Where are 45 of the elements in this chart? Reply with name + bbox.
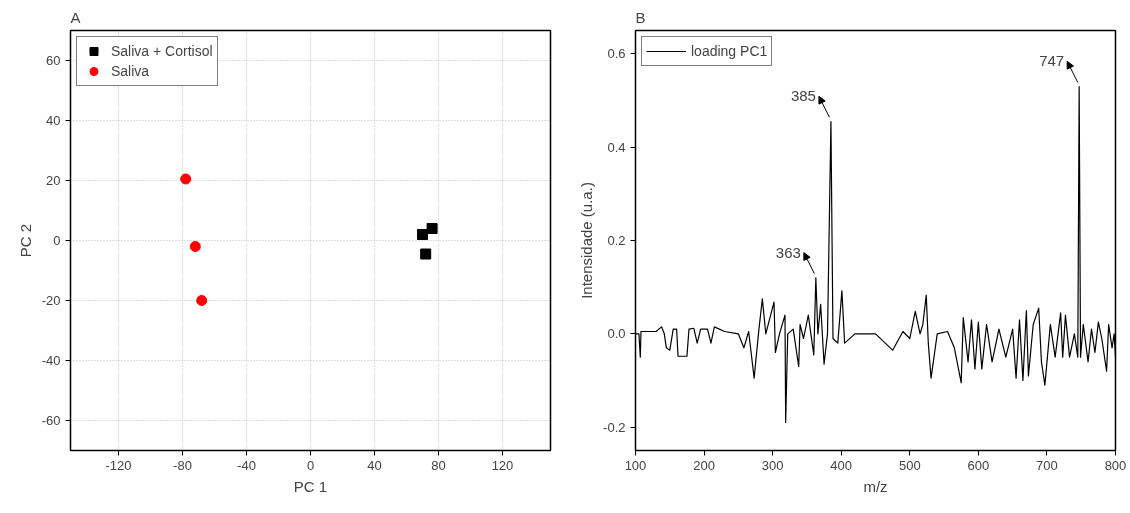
y-tick-label: 0.6 (607, 46, 626, 62)
y-tick-label: 0 (53, 233, 61, 248)
point (189, 241, 201, 252)
chart-title: B (635, 8, 646, 26)
y-tick-label: 0.2 (607, 233, 626, 248)
annotation: 363 (775, 243, 801, 261)
chart-title: A (70, 8, 81, 26)
y-tick-label: 40 (46, 113, 61, 128)
y-tick-label: 0.4 (607, 139, 626, 155)
x-tick-label: 400 (830, 457, 853, 473)
annotation: 385 (790, 87, 816, 105)
point (180, 173, 192, 185)
y-axis-title: PC 2 (16, 223, 34, 258)
y-tick-label: -60 (41, 413, 61, 428)
x-axis-title: m/z (863, 477, 888, 495)
legend-label: Saliva + Cortisol (111, 43, 213, 59)
y-tick-label: -20 (41, 293, 61, 308)
x-tick-label: 40 (367, 457, 382, 473)
x-tick-label: 700 (1036, 457, 1058, 473)
x-tick-label: 200 (693, 457, 715, 473)
point (426, 223, 438, 234)
x-tick-label: -120 (105, 457, 132, 473)
y-tick-label: -0.2 (603, 419, 626, 435)
x-tick-label: 800 (1104, 457, 1127, 473)
point (417, 229, 428, 240)
y-tick-label: 0.0 (607, 326, 626, 342)
x-tick-label: 0 (306, 457, 315, 473)
point (196, 295, 208, 306)
x-tick-label: 300 (761, 457, 784, 473)
x-tick-label: 80 (431, 457, 446, 473)
y-tick-label: 20 (46, 173, 61, 188)
y-axis-title: Intensidade (u.a.) (578, 182, 596, 299)
x-tick-label: 600 (967, 457, 990, 473)
annotation: 747 (1039, 52, 1065, 70)
point (420, 248, 432, 260)
x-tick-label: 120 (491, 457, 514, 473)
y-tick-label: 60 (46, 53, 61, 68)
x-tick-label: -80 (173, 457, 192, 473)
x-axis-title: PC 1 (293, 477, 328, 495)
legend-label: Saliva (111, 63, 150, 79)
y-tick-label: -40 (41, 353, 61, 368)
x-tick-label: 100 (624, 457, 647, 473)
x-tick-label: 500 (898, 457, 921, 473)
x-tick-label: -40 (237, 457, 256, 473)
legend-label: loading PC1 (691, 43, 768, 59)
